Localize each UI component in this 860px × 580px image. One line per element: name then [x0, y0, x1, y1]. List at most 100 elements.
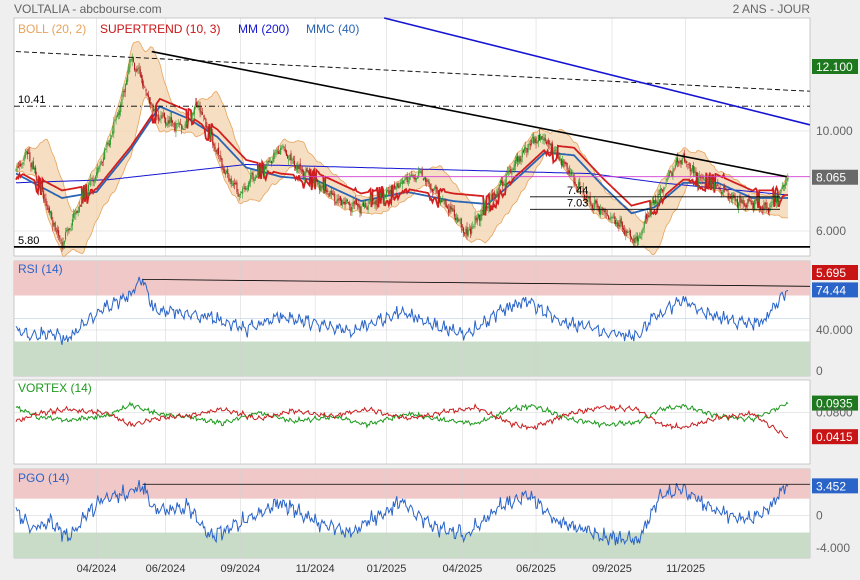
candle-body — [772, 199, 774, 200]
price-tick-12100-bg — [812, 59, 858, 74]
candle-body — [250, 174, 252, 182]
rsi-last-value: 74.44 — [816, 283, 846, 297]
candle-body — [356, 199, 358, 205]
candle-body — [724, 186, 726, 191]
candle-body — [163, 112, 166, 119]
candle-body — [711, 178, 713, 189]
candle-body — [306, 168, 308, 172]
candle-body — [90, 178, 92, 186]
candle-body — [269, 162, 271, 163]
candle-body — [552, 151, 554, 154]
candle-body — [281, 146, 283, 148]
candle-body — [693, 165, 695, 174]
candle-body — [258, 167, 260, 172]
candle-body — [686, 161, 688, 164]
candle-body — [648, 215, 650, 218]
candle-body — [742, 199, 744, 204]
candle-body — [40, 184, 42, 193]
candle-body — [697, 177, 699, 184]
candle-body — [213, 144, 215, 147]
pgo-last-value: 3.452 — [816, 479, 846, 493]
candle-body — [108, 143, 110, 146]
candle-body — [502, 181, 504, 186]
candle-body — [734, 196, 736, 202]
candle-body — [606, 214, 608, 216]
candle-body — [171, 120, 174, 123]
candle-body — [564, 161, 566, 165]
candle-body — [376, 197, 378, 204]
candle-body — [405, 176, 407, 180]
candle-body — [568, 170, 571, 174]
candle-body — [637, 237, 640, 242]
candle-body — [649, 212, 651, 216]
candle-body — [242, 188, 244, 194]
price-tick-5695-bg — [812, 265, 858, 280]
candle-body — [280, 147, 282, 155]
candle-body — [765, 202, 767, 209]
candle-body — [555, 149, 557, 151]
candle-body — [505, 173, 507, 186]
candle-body — [744, 205, 747, 207]
candle-body — [596, 201, 598, 208]
candle-body — [692, 165, 694, 171]
candle-body — [311, 179, 313, 180]
candle-body — [73, 213, 75, 218]
candle-body — [61, 241, 63, 250]
candle-body — [741, 200, 743, 204]
candle-body — [611, 216, 613, 219]
candle-body — [723, 185, 725, 192]
candle-body — [291, 160, 293, 162]
candle-body — [147, 94, 149, 98]
candle-body — [20, 163, 22, 167]
candle-body — [68, 228, 70, 230]
candle-body — [189, 118, 191, 121]
candle-body — [162, 113, 164, 117]
candle-body — [392, 185, 394, 195]
candle-body — [268, 160, 270, 163]
candle-body — [441, 200, 443, 203]
candle-body — [58, 230, 60, 236]
candle-body — [46, 204, 48, 210]
candle-body — [67, 228, 69, 232]
candle-body — [284, 148, 286, 152]
candle-body — [499, 180, 501, 186]
candle-body — [486, 205, 488, 209]
vortex-minus-value: 0.0415 — [816, 430, 853, 444]
candle-body — [437, 193, 439, 197]
candle-body — [719, 188, 721, 192]
candle-body — [102, 157, 105, 162]
candle-body — [100, 161, 102, 165]
candle-body — [459, 218, 461, 220]
candle-body — [521, 151, 523, 158]
pgo-line — [15, 479, 789, 546]
candle-body — [417, 177, 419, 179]
candle-body — [651, 202, 653, 203]
candle-body — [754, 199, 756, 209]
candle-body — [425, 177, 427, 182]
candle-body — [38, 182, 40, 188]
candle-body — [128, 66, 130, 75]
candle-body — [262, 172, 264, 176]
candle-body — [590, 203, 592, 206]
candle-body — [203, 115, 205, 117]
candle-body — [91, 177, 93, 179]
x-axis-label-6: 06/2025 — [516, 563, 556, 575]
candle-body — [567, 170, 569, 173]
bollinger-upper — [15, 41, 789, 224]
vortex-title: VORTEX (14) — [18, 381, 92, 395]
candle-body — [595, 200, 597, 203]
candle-body — [533, 137, 535, 144]
candle-body — [323, 182, 325, 190]
candle-body — [146, 92, 148, 96]
candle-body — [97, 168, 99, 174]
candle-body — [704, 180, 706, 181]
candle-body — [490, 194, 492, 200]
candle-body — [482, 209, 484, 212]
candle-body — [421, 170, 423, 177]
candle-body — [687, 164, 689, 165]
candle-body — [351, 207, 353, 213]
candle-body — [252, 173, 254, 180]
candle-body — [395, 186, 397, 190]
candle-body — [666, 178, 668, 181]
candle-body — [266, 164, 268, 168]
